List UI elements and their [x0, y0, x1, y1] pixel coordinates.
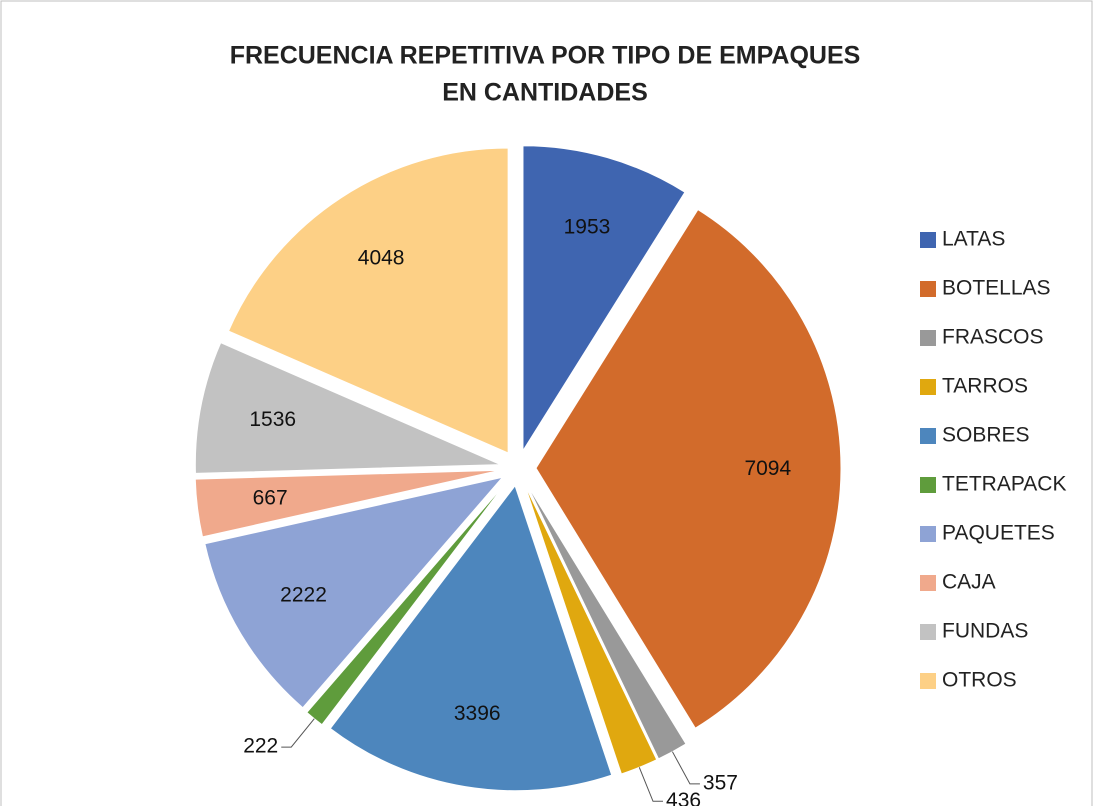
- pie-slice: [522, 145, 686, 453]
- data-label: 4048: [358, 247, 405, 270]
- chart-title: EN CANTIDADES: [442, 79, 648, 107]
- legend-swatch: [920, 330, 936, 346]
- data-label: 7094: [744, 457, 791, 480]
- legend-swatch: [920, 526, 936, 542]
- legend-swatch: [920, 575, 936, 591]
- leader-line: [281, 718, 315, 748]
- legend-label: OTROS: [942, 669, 1017, 692]
- legend-label: SOBRES: [942, 424, 1030, 447]
- pie-slice: [535, 208, 842, 729]
- pie-slice: [194, 342, 501, 474]
- legend-swatch: [920, 624, 936, 640]
- leader-line: [638, 767, 664, 802]
- legend-swatch: [920, 477, 936, 493]
- data-label: 1953: [564, 215, 611, 238]
- legend-swatch: [920, 673, 936, 689]
- legend-swatch: [920, 281, 936, 297]
- leader-line: [671, 751, 700, 785]
- pie-slice: [227, 147, 509, 454]
- data-label: 2222: [280, 584, 327, 607]
- data-label: 3396: [454, 702, 501, 725]
- legend-label: PAQUETES: [942, 522, 1055, 545]
- legend-label: TARROS: [942, 375, 1028, 398]
- legend-label: FUNDAS: [942, 620, 1028, 643]
- data-label: 357: [703, 771, 738, 794]
- legend-label: FRASCOS: [942, 326, 1044, 349]
- pie-slice: [194, 469, 501, 538]
- data-label: 1536: [249, 408, 296, 431]
- legend-label: CAJA: [942, 571, 996, 594]
- data-label: 667: [253, 487, 288, 510]
- legend-swatch: [920, 232, 936, 248]
- legend-swatch: [920, 379, 936, 395]
- legend-swatch: [920, 428, 936, 444]
- pie-slice: [329, 484, 613, 792]
- legend-label: TETRAPACK: [942, 473, 1066, 496]
- data-label: 436: [666, 789, 701, 806]
- pie-slice: [306, 481, 508, 726]
- legend-label: BOTELLAS: [942, 277, 1051, 300]
- data-label: 222: [243, 735, 278, 758]
- legend-label: LATAS: [942, 228, 1005, 251]
- pie-slice: [204, 476, 504, 709]
- chart-title: FRECUENCIA REPETITIVA POR TIPO DE EMPAQU…: [230, 42, 861, 70]
